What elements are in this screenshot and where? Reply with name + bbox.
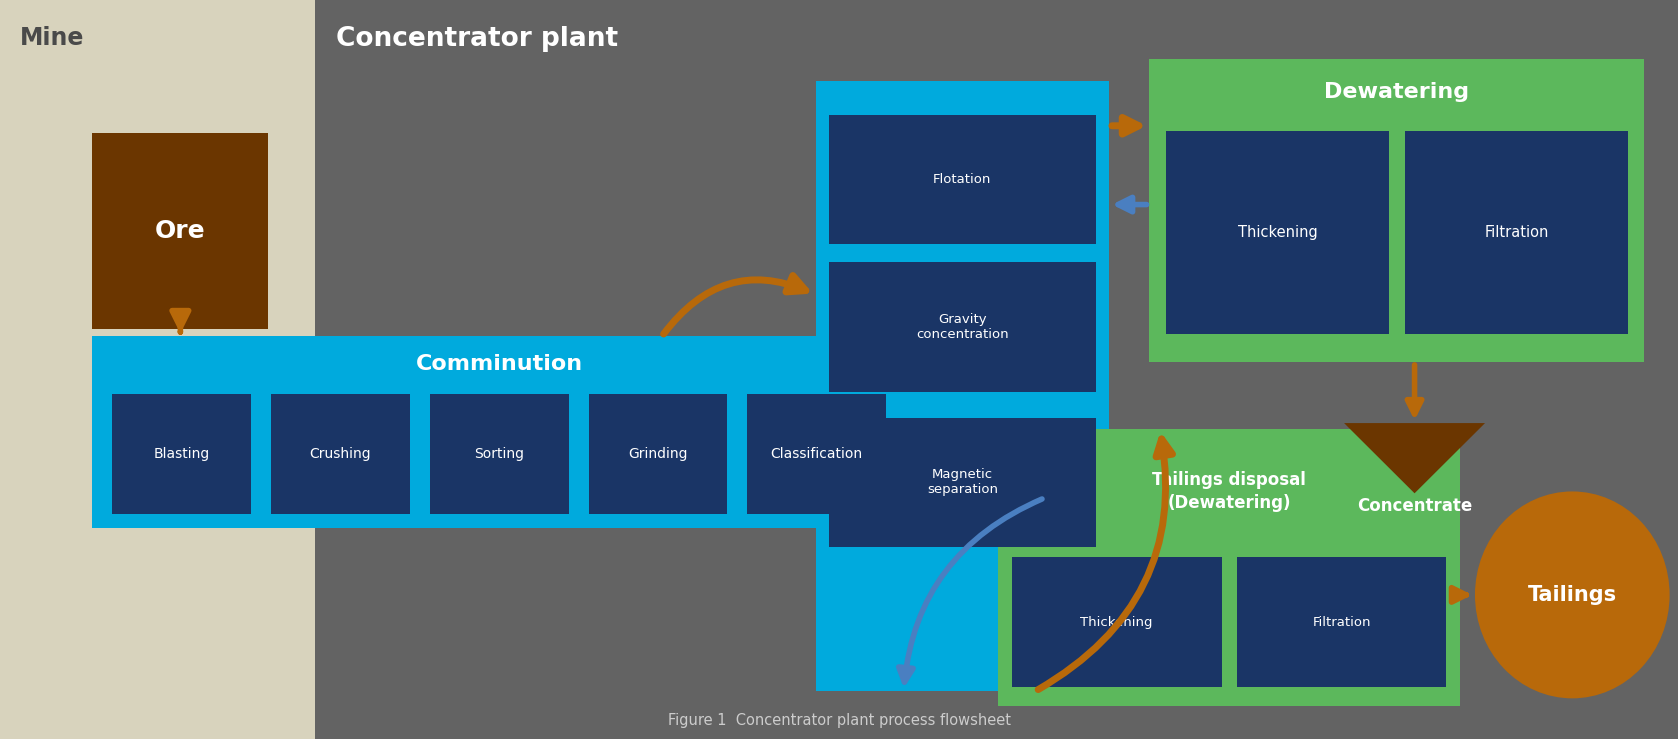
FancyBboxPatch shape [315, 0, 1678, 739]
FancyBboxPatch shape [829, 115, 1096, 244]
FancyBboxPatch shape [92, 133, 268, 329]
FancyBboxPatch shape [998, 429, 1460, 706]
Text: Dewatering: Dewatering [1324, 82, 1470, 103]
Text: Blasting: Blasting [154, 447, 210, 461]
Text: Thickening: Thickening [1081, 616, 1153, 629]
FancyBboxPatch shape [589, 395, 727, 514]
Text: Ore: Ore [154, 219, 206, 243]
Text: Thickening: Thickening [1237, 225, 1317, 240]
Text: Filtration: Filtration [1312, 616, 1371, 629]
FancyBboxPatch shape [92, 336, 906, 528]
FancyBboxPatch shape [829, 262, 1096, 392]
Text: Crushing: Crushing [310, 447, 371, 461]
Text: Comminution: Comminution [416, 354, 582, 375]
FancyBboxPatch shape [829, 418, 1096, 547]
FancyBboxPatch shape [1149, 59, 1644, 362]
Text: Grinding: Grinding [628, 447, 688, 461]
FancyBboxPatch shape [816, 81, 1109, 691]
Text: Gravity
concentration: Gravity concentration [916, 313, 1008, 341]
FancyBboxPatch shape [747, 395, 886, 514]
Text: Concentrate: Concentrate [1358, 497, 1472, 515]
FancyBboxPatch shape [1166, 131, 1389, 334]
Text: Flotation: Flotation [933, 173, 992, 185]
FancyBboxPatch shape [430, 395, 569, 514]
Text: Tailings: Tailings [1527, 585, 1618, 605]
Polygon shape [1344, 423, 1485, 494]
Text: Magnetic
separation: Magnetic separation [926, 469, 998, 496]
FancyBboxPatch shape [112, 395, 252, 514]
FancyBboxPatch shape [0, 0, 315, 739]
Text: Classification: Classification [770, 447, 862, 461]
FancyBboxPatch shape [1237, 557, 1446, 687]
Text: Tailings disposal
(Dewatering): Tailings disposal (Dewatering) [1153, 471, 1305, 511]
Text: Mine: Mine [20, 26, 84, 50]
FancyBboxPatch shape [272, 395, 409, 514]
FancyBboxPatch shape [1406, 131, 1628, 334]
Text: Sorting: Sorting [475, 447, 524, 461]
Text: Filtration: Filtration [1485, 225, 1549, 240]
Text: Concentrator plant: Concentrator plant [336, 26, 618, 52]
Text: Figure 1  Concentrator plant process flowsheet: Figure 1 Concentrator plant process flow… [668, 713, 1010, 728]
Text: Beneficiation: Beneficiation [889, 120, 1035, 139]
FancyBboxPatch shape [1012, 557, 1222, 687]
Ellipse shape [1475, 491, 1670, 698]
